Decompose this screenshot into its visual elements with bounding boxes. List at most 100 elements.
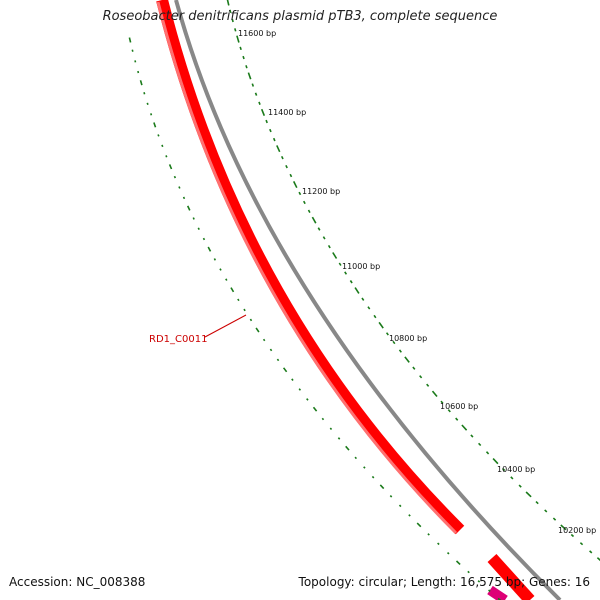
ruler-tick: [243, 308, 246, 312]
ruler-tick: [269, 348, 273, 352]
ruler-tick: [552, 517, 557, 521]
ruler-tick: [408, 514, 411, 517]
ruler-tick: [245, 65, 248, 69]
ruler-tick: [535, 501, 539, 505]
ruler-tick: [327, 245, 331, 249]
ruler-tick: [137, 70, 140, 74]
ruler-tick: [579, 542, 584, 546]
ruler-tick: [255, 327, 260, 333]
ruler-tick: [242, 55, 245, 60]
gene-arc-bottom-pink[interactable]: [487, 585, 508, 600]
ruler-tick: [249, 318, 253, 322]
ruler-tick: [544, 509, 548, 513]
ruler-tick: [247, 72, 252, 80]
ruler-tick: [485, 451, 490, 455]
ruler-label: 10200 bp: [558, 526, 596, 535]
ruler-tick: [440, 400, 444, 404]
ruler-tick: [229, 9, 232, 14]
ruler-tick: [467, 570, 470, 574]
ruler-tick: [389, 495, 393, 498]
ruler-tick: [322, 236, 326, 240]
ruler-label: 10800 bp: [389, 334, 427, 343]
ruler-tick: [207, 246, 212, 252]
ruler-tick: [285, 164, 288, 169]
ruler-tick: [128, 37, 132, 43]
ruler-tick: [139, 80, 143, 86]
ruler-tick: [373, 314, 377, 319]
ruler-tick: [437, 542, 440, 546]
ruler-tick: [298, 388, 302, 391]
ruler-tick: [173, 175, 177, 179]
ruler-tick: [298, 191, 302, 196]
ruler-tick: [427, 533, 430, 536]
ruler-label: 11600 bp: [238, 29, 276, 38]
ruler-tick: [186, 205, 191, 211]
ruler-tick: [416, 522, 422, 528]
map-title: Roseobacter denitrificans plasmid pTB3, …: [102, 9, 498, 24]
ruler-tick: [312, 406, 318, 412]
gene-arc-bottom-red[interactable]: [487, 553, 535, 600]
ruler-label: 11400 bp: [268, 108, 306, 117]
ruler-tick: [239, 46, 242, 51]
ruler-tick: [470, 434, 474, 438]
ruler-tick: [265, 119, 268, 124]
accession-text: Accession: NC_008388: [9, 575, 146, 589]
ruler-tick: [419, 375, 423, 379]
ruler-tick: [192, 217, 195, 220]
ruler-labels: 11600 bp 11400 bp 11200 bp 11000 bp 1080…: [238, 29, 596, 535]
ruler-tick: [518, 484, 522, 488]
ruler-tick: [231, 18, 234, 23]
ruler-tick: [134, 60, 137, 63]
ruler-tick: [412, 366, 416, 370]
ruler-tick: [321, 417, 325, 421]
ruler-tick: [236, 35, 240, 43]
ruler-tick: [262, 338, 266, 342]
ruler-tick: [143, 92, 146, 95]
ruler-tick: [254, 92, 258, 96]
ruler-tick: [354, 287, 360, 294]
ruler-tick: [306, 398, 309, 401]
ruler-tick: [455, 560, 461, 565]
ruler-tick: [269, 128, 272, 133]
ruler-tick: [398, 349, 402, 353]
ruler-tick: [447, 409, 451, 413]
ruler-tick: [337, 437, 341, 440]
gene-label[interactable]: RD1_C0011: [149, 334, 207, 345]
ruler-tick: [276, 358, 280, 362]
ruler-tick: [461, 424, 468, 431]
backbone-arc: [174, 0, 562, 600]
ruler-tick: [349, 280, 353, 284]
ruler-tick: [146, 102, 149, 106]
ruler-tick: [378, 321, 384, 329]
ruler-tick: [226, 0, 230, 6]
ruler-tick: [237, 298, 240, 302]
ruler-tick: [367, 306, 371, 310]
ruler-tick: [426, 383, 430, 387]
ruler-tick: [361, 297, 365, 301]
ruler-label: 11200 bp: [302, 187, 340, 196]
ruler-tick: [289, 173, 293, 178]
ruler-tick: [392, 340, 396, 345]
ruler-tick: [291, 378, 294, 381]
gene-label-leader: [204, 314, 247, 338]
ruler-tick: [510, 476, 514, 480]
ruler-tick: [178, 186, 181, 189]
ruler-tick: [280, 155, 284, 160]
ruler-tick: [354, 456, 358, 460]
ruler-label: 10400 bp: [497, 465, 535, 474]
ruler-tick: [570, 533, 575, 538]
gene-arc-rd1-c0011[interactable]: [156, 0, 465, 535]
ruler-tick: [302, 200, 306, 205]
ruler-tick: [344, 271, 348, 275]
ruler-tick: [157, 134, 160, 137]
ruler-tick: [150, 113, 153, 116]
ruler-tick: [307, 209, 311, 213]
ruler-tick: [161, 144, 164, 148]
ruler-tick: [165, 155, 168, 158]
ruler-tick: [153, 122, 157, 128]
ruler-tick: [251, 83, 255, 87]
ruler-label: 10600 bp: [440, 402, 478, 411]
ruler-tick: [371, 475, 375, 479]
ruler-tick: [560, 524, 567, 531]
